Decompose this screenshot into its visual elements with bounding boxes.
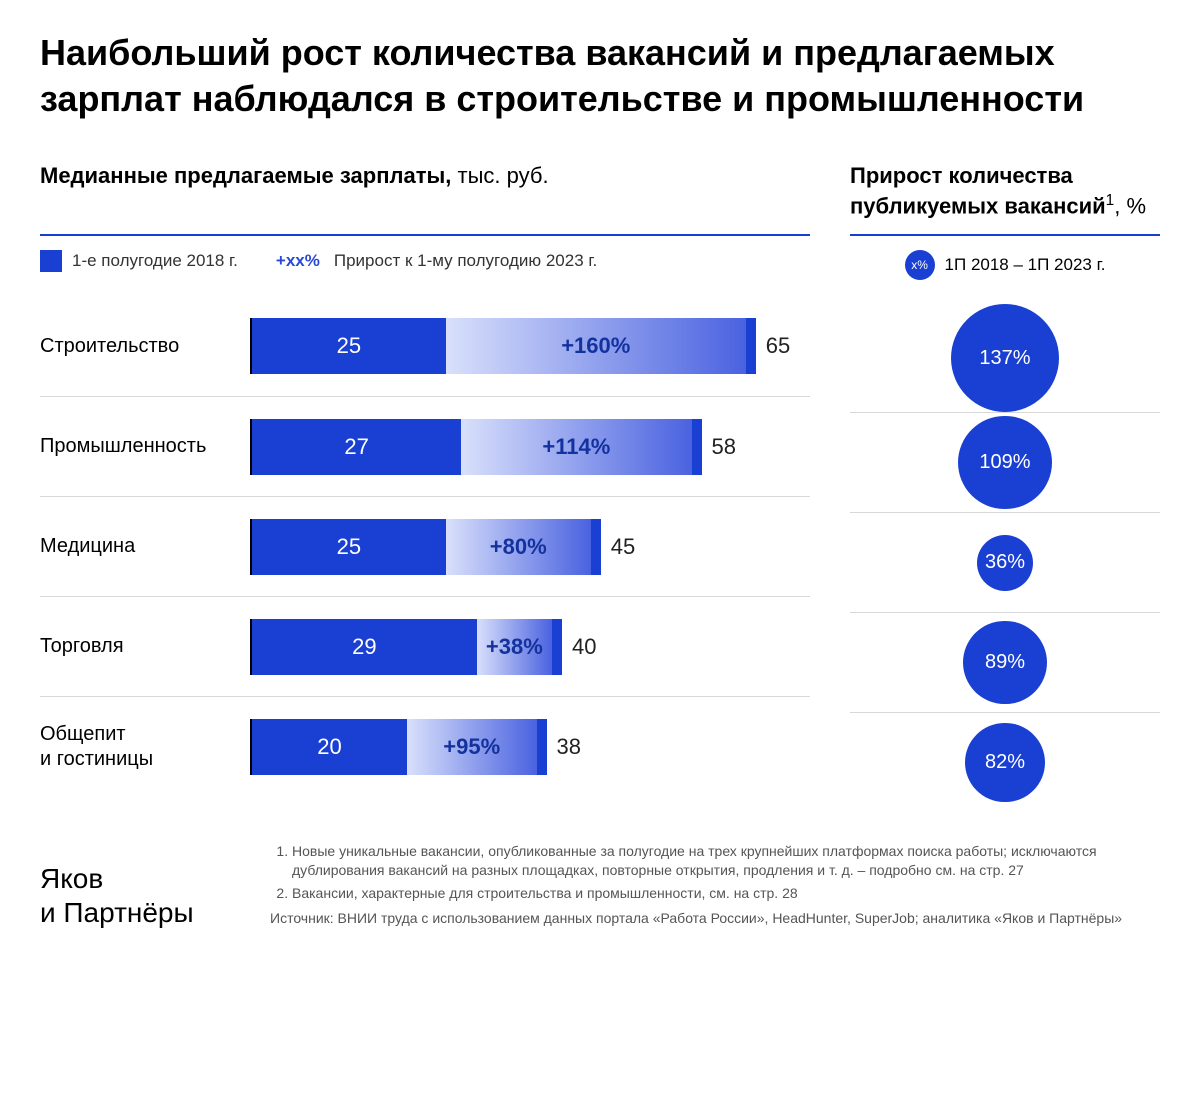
bar-2023-value: 58 xyxy=(712,434,736,460)
bar-growth: +114% xyxy=(461,419,691,475)
bubble: 89% xyxy=(963,621,1046,704)
row-label: Строительство xyxy=(40,334,250,359)
bar-end-tick xyxy=(552,619,562,675)
salary-legend: 1-е полугодие 2018 г. +xx% Прирост к 1-м… xyxy=(40,250,810,272)
bar-end-tick xyxy=(746,318,756,374)
bubble-cell: 137% xyxy=(850,304,1160,412)
salary-subhead-unit: тыс. руб. xyxy=(451,163,548,188)
row-label: Медицина xyxy=(40,534,250,559)
bubble-cell: 82% xyxy=(850,712,1160,812)
bar-area: 27+114% 58 xyxy=(250,419,810,475)
bubble: 36% xyxy=(977,535,1033,591)
legend-bubble-icon: x% xyxy=(905,250,935,280)
bar-growth: +38% xyxy=(477,619,552,675)
legend-bubble-label: 1П 2018 – 1П 2023 г. xyxy=(945,255,1106,275)
bar-area: 25+160% 65 xyxy=(250,318,810,374)
bar-area: 29+38% 40 xyxy=(250,619,810,675)
footnote-2: Вакансии, характерные для строительства … xyxy=(292,884,1160,903)
brand-logo: Яков и Партнёры xyxy=(40,842,240,929)
salary-subhead-bold: Медианные предлагаемые зарплаты, xyxy=(40,163,451,188)
brand-line2: и Партнёры xyxy=(40,896,240,930)
bubble: 109% xyxy=(958,416,1052,510)
bar-growth: +95% xyxy=(407,719,537,775)
bubble: 137% xyxy=(951,304,1059,412)
salary-divider xyxy=(40,234,810,236)
bar-2023-value: 38 xyxy=(557,734,581,760)
page-title: Наибольший рост количества вакансий и пр… xyxy=(40,30,1160,122)
vacancy-subhead-unit: , % xyxy=(1114,193,1146,218)
bar-area: 25+80% 45 xyxy=(250,519,810,575)
bar-2018: 27 xyxy=(252,419,461,475)
bar-end-tick xyxy=(537,719,547,775)
vacancy-subhead-bold: Прирост количества публикуемых вакансий xyxy=(850,163,1106,218)
footnote-1: Новые уникальные вакансии, опубликованны… xyxy=(292,842,1160,880)
vacancy-divider xyxy=(850,234,1160,236)
bar-2018: 20 xyxy=(252,719,407,775)
footer: Яков и Партнёры Новые уникальные ваканси… xyxy=(40,842,1160,929)
legend-2018-label: 1-е полугодие 2018 г. xyxy=(72,251,238,271)
bar-2018: 29 xyxy=(252,619,477,675)
bar-end-tick xyxy=(591,519,601,575)
bar-2023-value: 65 xyxy=(766,333,790,359)
salary-chart: Строительство25+160%65Промышленность27+1… xyxy=(40,296,810,796)
footnotes: Новые уникальные вакансии, опубликованны… xyxy=(270,842,1160,928)
source-line: Источник: ВНИИ труда с использованием да… xyxy=(270,909,1160,928)
row-label: Общепит и гостиницы xyxy=(40,722,250,772)
vacancy-legend: x% 1П 2018 – 1П 2023 г. xyxy=(850,250,1160,280)
salary-column: Медианные предлагаемые зарплаты, тыс. ру… xyxy=(40,162,810,812)
bubble-cell: 36% xyxy=(850,512,1160,612)
legend-growth-label: Прирост к 1-му полугодию 2023 г. xyxy=(334,251,597,271)
chart-row: Строительство25+160% 65 xyxy=(40,296,810,396)
bar-area: 20+95% 38 xyxy=(250,719,810,775)
bar-growth: +80% xyxy=(446,519,591,575)
bar-end-tick xyxy=(692,419,702,475)
legend-swatch-2018 xyxy=(40,250,62,272)
bar-2023-value: 45 xyxy=(611,534,635,560)
bar-2018: 25 xyxy=(252,519,446,575)
bubble: 82% xyxy=(965,723,1045,803)
bubble-cell: 89% xyxy=(850,612,1160,712)
chart-row: Промышленность27+114% 58 xyxy=(40,396,810,496)
vacancy-subhead-sup: 1 xyxy=(1106,192,1115,209)
bar-growth: +160% xyxy=(446,318,746,374)
vacancy-column: Прирост количества публикуемых вакансий1… xyxy=(850,162,1160,812)
columns: Медианные предлагаемые зарплаты, тыс. ру… xyxy=(40,162,1160,812)
chart-row: Торговля29+38% 40 xyxy=(40,596,810,696)
brand-line1: Яков xyxy=(40,862,240,896)
bubble-cell: 109% xyxy=(850,412,1160,512)
row-label: Промышленность xyxy=(40,434,250,459)
bar-2018: 25 xyxy=(252,318,446,374)
vacancy-bubbles: 137%109% 36% 89% 82% xyxy=(850,304,1160,812)
vacancy-subhead: Прирост количества публикуемых вакансий1… xyxy=(850,162,1160,224)
bar-2023-value: 40 xyxy=(572,634,596,660)
chart-row: Медицина25+80% 45 xyxy=(40,496,810,596)
chart-row: Общепит и гостиницы20+95% 38 xyxy=(40,696,810,796)
legend-growth-badge: +xx% xyxy=(276,251,320,271)
salary-subhead: Медианные предлагаемые зарплаты, тыс. ру… xyxy=(40,162,810,224)
row-label: Торговля xyxy=(40,634,250,659)
